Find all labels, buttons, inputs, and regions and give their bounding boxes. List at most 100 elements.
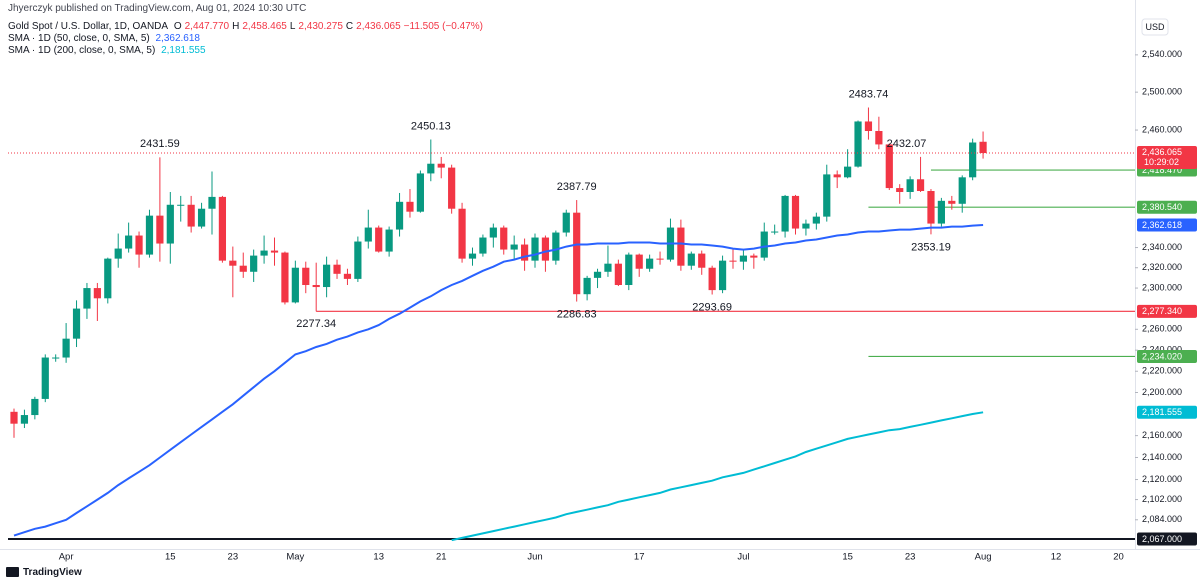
candle-body bbox=[62, 338, 70, 358]
candle-body bbox=[364, 227, 372, 242]
sma-name: SMA · 1D (200, close, 0, SMA, 5) bbox=[8, 45, 156, 56]
candle-body bbox=[531, 237, 539, 261]
candle-body bbox=[802, 223, 810, 229]
ohlc-key: L bbox=[289, 21, 296, 32]
ohlc-key: C bbox=[345, 21, 354, 32]
candle-body bbox=[302, 267, 310, 286]
candle-body bbox=[885, 144, 893, 189]
x-tick-label: 23 bbox=[228, 552, 239, 563]
candle-body bbox=[979, 141, 987, 154]
candle-body bbox=[375, 227, 383, 252]
symbol-line: Gold Spot / U.S. Dollar, 1D, OANDA O 2,44… bbox=[8, 21, 486, 32]
candle-body bbox=[208, 196, 216, 209]
candle-body bbox=[41, 357, 49, 399]
candle-body bbox=[229, 260, 237, 266]
price-annotation: 2483.74 bbox=[849, 88, 889, 100]
candle-body bbox=[166, 204, 174, 244]
candle-body bbox=[812, 216, 820, 224]
x-tick-label: Apr bbox=[59, 552, 74, 563]
x-tick-label: May bbox=[286, 552, 304, 563]
candle-body bbox=[969, 142, 977, 178]
candle-body bbox=[354, 241, 362, 279]
footer-logo: TradingView bbox=[23, 567, 82, 578]
candle-body bbox=[31, 398, 39, 416]
candle-body bbox=[239, 265, 247, 272]
publisher: Jhyerczyk published on TradingView.com, … bbox=[8, 3, 307, 14]
candle-body bbox=[500, 227, 508, 250]
candle-body bbox=[781, 195, 789, 232]
x-tick-label: 15 bbox=[842, 552, 853, 563]
candle-body bbox=[323, 264, 331, 288]
candle-body bbox=[718, 260, 727, 291]
y-tick-label: 2,120.000 bbox=[1142, 474, 1182, 484]
sma-line bbox=[451, 411, 984, 542]
x-tick-label: Jun bbox=[527, 552, 542, 563]
candle-body bbox=[125, 235, 133, 249]
candle-body bbox=[458, 208, 466, 259]
level-label: 2,418.470 bbox=[1142, 165, 1182, 175]
candle-body bbox=[156, 215, 164, 244]
y-tick-label: 2,220.000 bbox=[1142, 366, 1182, 376]
candle-body bbox=[906, 179, 914, 192]
x-tick-label: 15 bbox=[165, 552, 176, 563]
candle-body bbox=[771, 231, 779, 233]
level-label: 2,277.340 bbox=[1142, 306, 1182, 316]
sma-legend: SMA · 1D (200, close, 0, SMA, 5) 2,181.5… bbox=[8, 45, 209, 56]
candle-body bbox=[218, 196, 227, 261]
sma-value: 2,181.555 bbox=[161, 45, 206, 56]
candle-body bbox=[385, 229, 393, 252]
candle-body bbox=[864, 121, 873, 132]
candle-body bbox=[698, 253, 706, 268]
candle-body bbox=[479, 237, 487, 254]
last-price-box bbox=[1137, 146, 1197, 170]
candle-body bbox=[291, 267, 299, 303]
y-tick-label: 2,240.000 bbox=[1142, 345, 1182, 355]
ohlc-value: 2,436.065 bbox=[356, 21, 401, 32]
price-annotation: 2450.13 bbox=[411, 120, 451, 132]
y-tick-label: 2,340.000 bbox=[1142, 242, 1182, 252]
ohlc-key: H bbox=[232, 21, 240, 32]
x-tick-label: Jul bbox=[737, 552, 749, 563]
candle-body bbox=[573, 212, 581, 295]
y-tick-label: 2,500.000 bbox=[1142, 87, 1182, 97]
candle-body bbox=[958, 177, 966, 204]
candle-body bbox=[604, 263, 612, 272]
price-annotation: 2431.59 bbox=[140, 138, 180, 150]
level-label: 2,234.020 bbox=[1142, 351, 1182, 361]
candle-body bbox=[333, 264, 341, 274]
x-tick-label: 17 bbox=[634, 552, 645, 563]
plot-area: 2431.59 2450.13 2277.34 2387.79 2286.83 2293.… bbox=[8, 88, 1135, 542]
candle-body bbox=[739, 255, 748, 262]
candle-body bbox=[72, 308, 81, 339]
candle-body bbox=[468, 253, 477, 259]
candle-body bbox=[646, 258, 654, 269]
candle-body bbox=[916, 179, 925, 192]
y-tick-label: 2,260.000 bbox=[1142, 324, 1182, 334]
level-label: 2,067.000 bbox=[1142, 534, 1182, 544]
sma-legend: SMA · 1D (50, close, 0, SMA, 5) 2,362.61… bbox=[8, 33, 203, 44]
candle-body bbox=[187, 204, 195, 227]
candle-body bbox=[844, 166, 852, 178]
price-annotation: 2432.07 bbox=[887, 138, 927, 150]
candle-body bbox=[104, 258, 112, 299]
candle-body bbox=[270, 250, 279, 253]
candle-body bbox=[614, 263, 622, 286]
candle-body bbox=[656, 258, 664, 260]
sma-box bbox=[1137, 218, 1197, 232]
candle-body bbox=[416, 173, 424, 212]
y-tick-label: 2,084.000 bbox=[1142, 514, 1182, 524]
candle-body bbox=[583, 277, 591, 295]
candle-body bbox=[562, 212, 570, 233]
ohlc-key: O bbox=[173, 21, 182, 32]
candle-body bbox=[177, 204, 185, 206]
y-tick-label: 2,300.000 bbox=[1142, 282, 1182, 292]
candle-body bbox=[135, 235, 143, 255]
ohlc-value: 2,458.465 bbox=[242, 21, 287, 32]
x-tick-label: 20 bbox=[1113, 552, 1124, 563]
candle-body bbox=[10, 411, 18, 424]
logo-icon bbox=[6, 567, 19, 577]
x-tick-label: 21 bbox=[436, 552, 447, 563]
candle-body bbox=[541, 237, 550, 261]
candle-body bbox=[708, 267, 716, 291]
